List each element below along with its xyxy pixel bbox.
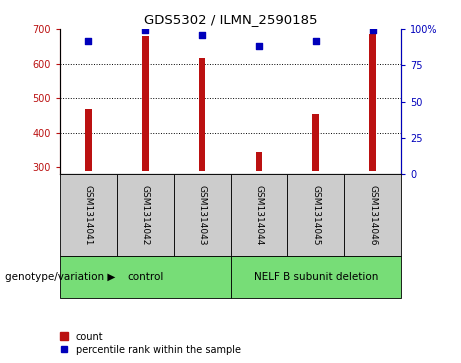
Text: GSM1314041: GSM1314041 bbox=[84, 185, 93, 245]
Bar bbox=[369, 34, 376, 171]
Text: GSM1314046: GSM1314046 bbox=[368, 185, 377, 245]
Bar bbox=[287, 174, 344, 256]
Text: GSM1314042: GSM1314042 bbox=[141, 185, 150, 245]
Legend: count, percentile rank within the sample: count, percentile rank within the sample bbox=[60, 331, 241, 355]
Bar bbox=[60, 256, 230, 298]
Bar bbox=[313, 114, 319, 171]
Text: GSM1314045: GSM1314045 bbox=[311, 185, 320, 245]
Point bbox=[198, 32, 206, 38]
Bar bbox=[60, 174, 117, 256]
Bar bbox=[85, 109, 92, 171]
Point bbox=[369, 28, 376, 33]
Text: GSM1314044: GSM1314044 bbox=[254, 185, 263, 245]
Bar bbox=[344, 174, 401, 256]
Text: genotype/variation ▶: genotype/variation ▶ bbox=[5, 272, 115, 282]
Bar bbox=[142, 36, 148, 171]
Point bbox=[255, 44, 263, 49]
Bar bbox=[230, 174, 287, 256]
Text: control: control bbox=[127, 272, 163, 282]
Text: NELF B subunit deletion: NELF B subunit deletion bbox=[254, 272, 378, 282]
Bar bbox=[230, 256, 401, 298]
Point bbox=[312, 38, 319, 44]
Bar bbox=[255, 152, 262, 171]
Title: GDS5302 / ILMN_2590185: GDS5302 / ILMN_2590185 bbox=[144, 13, 317, 26]
Bar bbox=[174, 174, 230, 256]
Text: GSM1314043: GSM1314043 bbox=[198, 185, 207, 245]
Point bbox=[85, 38, 92, 44]
Bar bbox=[199, 58, 206, 171]
Bar bbox=[117, 174, 174, 256]
Point bbox=[142, 28, 149, 33]
